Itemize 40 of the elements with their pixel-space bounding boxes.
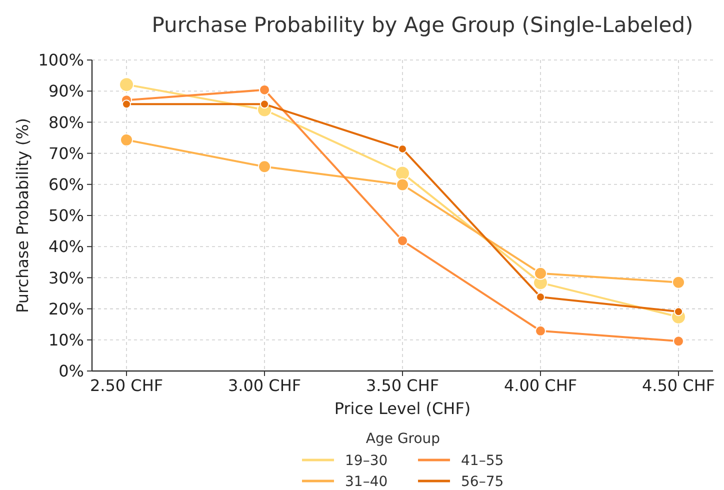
- y-tick-label: 70%: [48, 144, 84, 163]
- x-tick-label: 4.00 CHF: [504, 376, 578, 395]
- point: [535, 325, 546, 336]
- y-tick-label: 100%: [38, 50, 84, 70]
- point: [120, 133, 133, 146]
- point: [122, 100, 131, 109]
- point: [259, 84, 270, 96]
- point: [395, 166, 410, 181]
- y-axis-title: Purchase Probability (%): [13, 118, 32, 314]
- point: [119, 77, 134, 92]
- point: [672, 276, 685, 289]
- y-tick-label: 40%: [48, 237, 84, 256]
- y-tick-label: 30%: [48, 268, 84, 288]
- y-tick-label: 60%: [48, 175, 84, 194]
- x-tick-label: 4.50 CHF: [642, 376, 716, 395]
- point: [674, 307, 683, 316]
- y-tick-label: 10%: [48, 330, 84, 350]
- y-tick-label: 50%: [48, 206, 84, 226]
- point: [398, 144, 407, 154]
- legend-label: 56–75: [461, 474, 504, 490]
- legend-title: Age Group: [366, 431, 440, 447]
- x-axis-title: Price Level (CHF): [334, 399, 471, 418]
- legend-label: 41–55: [461, 452, 504, 469]
- point: [260, 100, 269, 109]
- chart-title: Purchase Probability by Age Group (Single-Labeled): [152, 13, 694, 37]
- y-tick-label: 90%: [48, 82, 84, 101]
- point: [536, 292, 545, 302]
- point: [673, 336, 684, 347]
- point: [396, 178, 409, 192]
- point: [534, 266, 547, 280]
- x-tick-label: 3.50 CHF: [366, 376, 440, 395]
- point: [397, 235, 408, 246]
- legend-label: 31–40: [345, 474, 388, 490]
- x-tick-label: 3.00 CHF: [228, 376, 302, 395]
- legend-label: 19–30: [345, 452, 388, 469]
- y-tick-label: 0%: [58, 362, 84, 381]
- y-tick-label: 20%: [48, 299, 84, 318]
- point: [258, 160, 271, 174]
- y-tick-label: 80%: [48, 112, 84, 132]
- x-tick-label: 2.50 CHF: [90, 376, 164, 395]
